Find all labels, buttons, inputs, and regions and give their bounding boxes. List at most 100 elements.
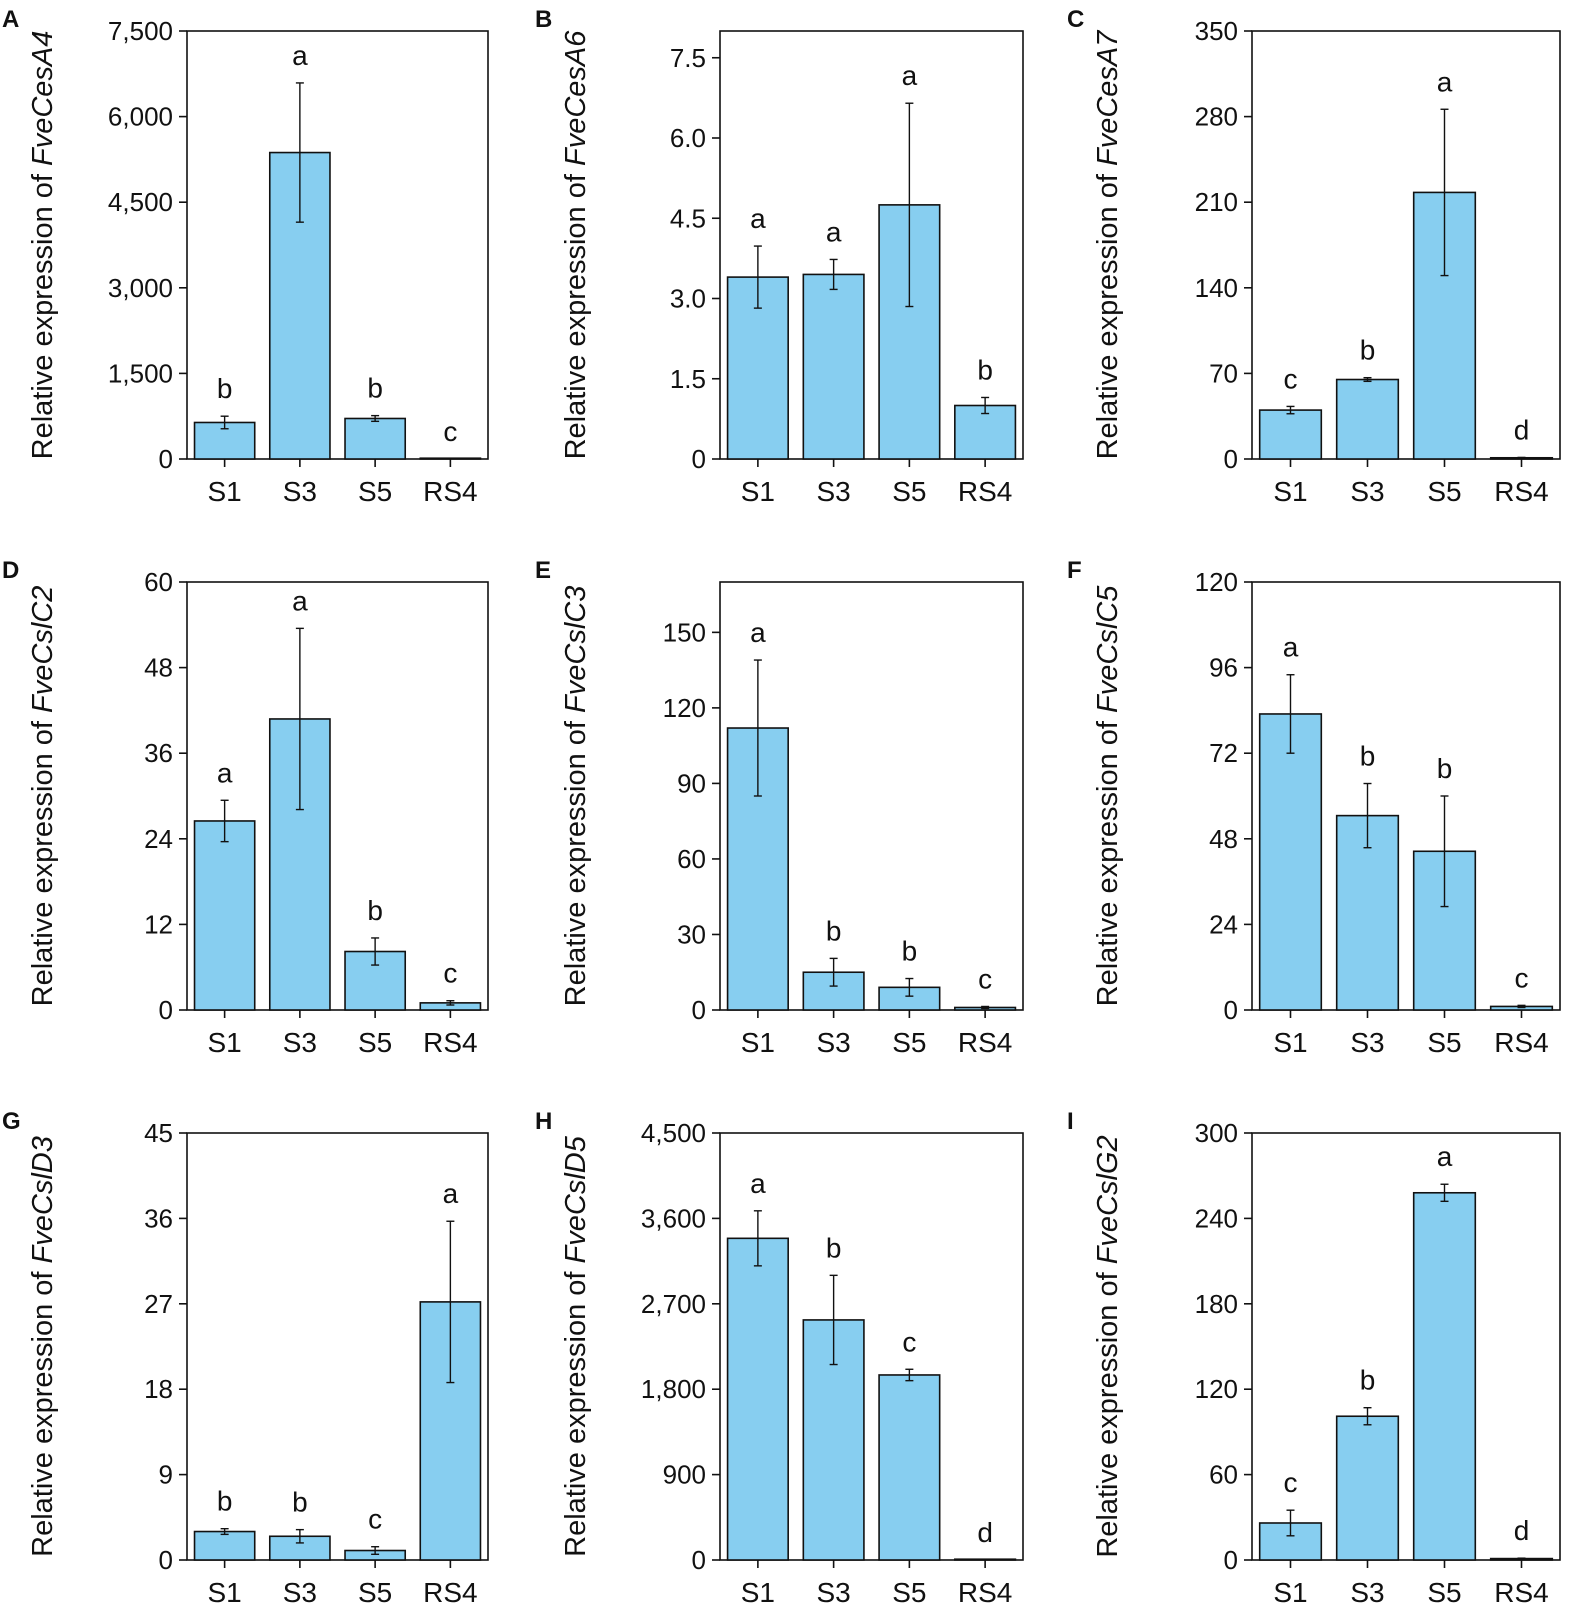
x-category-label: S1 — [1273, 1577, 1307, 1608]
bar-s1 — [1258, 409, 1323, 460]
y-tick-label: 96 — [1209, 653, 1238, 683]
significance-label: c — [443, 958, 457, 989]
chart-panel-b: B 0 1.5 3.0 4.5 6.0 7.5 Relative expression of … — [535, 6, 1024, 507]
y-tick-label: 0 — [1224, 995, 1238, 1025]
chart-panel-i: I 0 60 120 180 240 300 Relative expression of F… — [1067, 1108, 1561, 1608]
y-tick-label: 60 — [677, 844, 706, 874]
y-tick-label: 300 — [1195, 1118, 1238, 1148]
significance-label: b — [826, 915, 842, 946]
y-tick-label: 4.5 — [670, 203, 706, 233]
x-category-label: RS4 — [423, 1577, 477, 1608]
x-category-label: S3 — [283, 1027, 317, 1058]
y-tick-label: 48 — [144, 653, 173, 683]
y-axis-label: Relative expression of FveCesA4 — [27, 31, 59, 460]
y-tick-label: 150 — [663, 617, 706, 647]
y-tick-label: 7.5 — [670, 43, 706, 73]
significance-label: d — [1514, 1515, 1530, 1546]
x-category-label: S1 — [741, 1577, 775, 1608]
y-tick-label: 7,500 — [108, 16, 173, 46]
significance-label: d — [1514, 414, 1530, 445]
significance-label: a — [1437, 1141, 1453, 1172]
y-tick-label: 0 — [1224, 444, 1238, 474]
y-axis-label-prefix: Relative expression of — [27, 713, 59, 1006]
x-category-label: S3 — [1350, 1577, 1384, 1608]
x-category-label: S5 — [892, 1027, 926, 1058]
y-tick-label: 0 — [159, 1545, 173, 1575]
significance-label: c — [902, 1326, 916, 1357]
y-tick-label: 0 — [1224, 1545, 1238, 1575]
x-category-label: RS4 — [423, 1027, 477, 1058]
y-tick-label: 120 — [663, 693, 706, 723]
y-tick-label: 30 — [677, 919, 706, 949]
significance-label: b — [902, 936, 918, 967]
bar-s1 — [1258, 713, 1323, 1011]
x-category-label: RS4 — [423, 476, 477, 507]
significance-label: b — [1360, 741, 1376, 772]
x-category-label: S5 — [1427, 476, 1461, 507]
y-axis-label-gene: FveCslD3 — [27, 1136, 59, 1263]
x-category-label: RS4 — [1494, 476, 1548, 507]
x-category-label: S1 — [208, 476, 242, 507]
x-category-label: S1 — [208, 1577, 242, 1608]
y-tick-label: 24 — [1209, 909, 1238, 939]
significance-label: c — [443, 416, 457, 447]
y-tick-label: 1,800 — [641, 1374, 706, 1404]
y-axis-label-gene: FveCesA7 — [1092, 29, 1124, 166]
y-tick-label: 36 — [144, 1203, 173, 1233]
y-axis-label-gene: FveCslC2 — [27, 586, 59, 713]
significance-label: c — [978, 963, 992, 994]
plot-frame — [186, 30, 489, 460]
plot-frame — [1251, 30, 1561, 460]
y-axis-label-prefix: Relative expression of — [1092, 1264, 1124, 1557]
panel-letter: E — [535, 557, 551, 584]
y-tick-label: 24 — [144, 824, 173, 854]
plot-frame — [186, 581, 489, 1011]
panel-letter: C — [1067, 6, 1084, 33]
y-axis-label: Relative expression of FveCesA7 — [1092, 29, 1124, 460]
y-axis-label-prefix: Relative expression of — [560, 713, 592, 1006]
bar-rs4 — [419, 457, 482, 460]
y-tick-label: 72 — [1209, 738, 1238, 768]
significance-label: b — [1360, 335, 1376, 366]
x-category-label: S5 — [892, 476, 926, 507]
x-category-label: S3 — [817, 1027, 851, 1058]
y-tick-label: 60 — [1209, 1460, 1238, 1490]
significance-label: a — [1437, 66, 1453, 97]
bar-s3 — [1335, 1415, 1400, 1561]
y-tick-label: 0 — [692, 444, 706, 474]
y-tick-label: 36 — [144, 738, 173, 768]
x-category-label: S3 — [1350, 476, 1384, 507]
y-tick-label: 4,500 — [641, 1118, 706, 1148]
significance-label: a — [443, 1178, 459, 1209]
bar-s5 — [878, 1374, 941, 1561]
y-tick-label: 90 — [677, 768, 706, 798]
y-tick-label: 18 — [144, 1374, 173, 1404]
significance-label: b — [826, 1232, 842, 1263]
y-axis-label: Relative expression of FveCslC3 — [560, 586, 592, 1007]
y-tick-label: 350 — [1195, 16, 1238, 46]
y-tick-label: 48 — [1209, 824, 1238, 854]
y-axis-label-prefix: Relative expression of — [1092, 713, 1124, 1006]
x-category-label: RS4 — [1494, 1027, 1548, 1058]
y-axis-label-prefix: Relative expression of — [27, 1263, 59, 1556]
panel-letter: D — [2, 557, 19, 584]
y-axis-label-prefix: Relative expression of — [560, 166, 592, 459]
x-category-label: RS4 — [1494, 1577, 1548, 1608]
y-tick-label: 1,500 — [108, 358, 173, 388]
bar-s1 — [726, 1237, 789, 1561]
panel-letter: G — [2, 1108, 21, 1135]
y-tick-label: 3.0 — [670, 284, 706, 314]
y-tick-label: 70 — [1209, 358, 1238, 388]
significance-label: b — [367, 373, 383, 404]
y-axis-label: Relative expression of FveCslC5 — [1092, 585, 1124, 1007]
x-category-label: S5 — [358, 1027, 392, 1058]
panel-letter: B — [535, 6, 552, 33]
y-tick-label: 0 — [159, 444, 173, 474]
y-tick-label: 0 — [159, 995, 173, 1025]
chart-panel-d: D 0 12 24 36 48 60 Relative expression of FveCs… — [2, 557, 489, 1058]
chart-panel-h: H 0 900 1,800 2,700 3,600 4,500 Relative expres… — [535, 1108, 1024, 1608]
bar-s5 — [344, 417, 407, 460]
y-tick-label: 3,600 — [641, 1203, 706, 1233]
y-tick-label: 60 — [144, 567, 173, 597]
significance-label: b — [367, 895, 383, 926]
